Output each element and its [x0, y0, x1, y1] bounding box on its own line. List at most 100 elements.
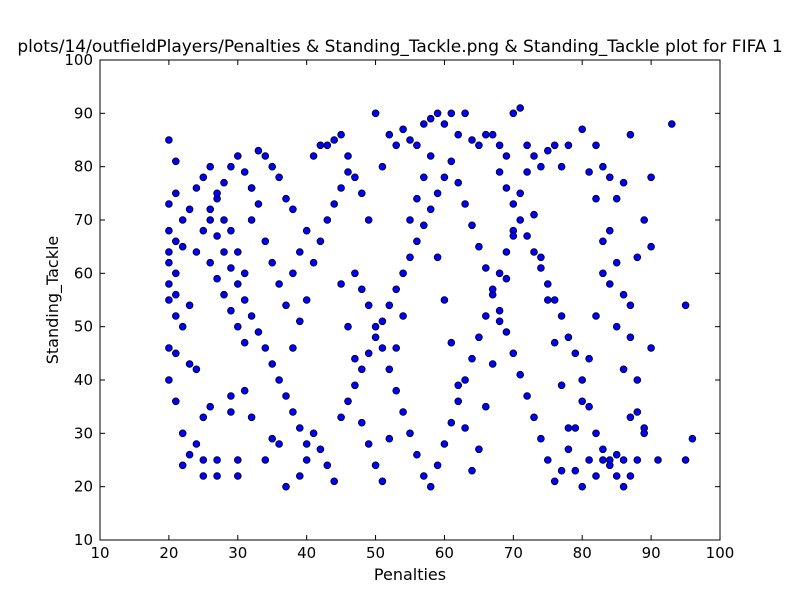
data-point — [206, 258, 215, 267]
data-point — [599, 162, 607, 171]
data-point — [612, 194, 621, 203]
data-point — [337, 413, 345, 422]
data-point — [550, 296, 559, 304]
data-point — [399, 408, 407, 416]
data-point — [516, 104, 524, 112]
data-point — [509, 109, 518, 118]
data-point — [578, 376, 586, 384]
data-point — [295, 424, 304, 432]
data-point — [364, 301, 373, 310]
data-point — [289, 269, 297, 278]
data-point — [227, 306, 235, 315]
data-point — [550, 477, 559, 486]
data-point — [344, 168, 352, 176]
data-point — [165, 344, 173, 352]
data-point — [488, 130, 497, 139]
data-point — [247, 184, 256, 192]
x-tick-label: 90 — [642, 544, 661, 562]
data-point — [213, 189, 221, 198]
data-point — [481, 402, 490, 411]
data-point — [612, 450, 621, 459]
data-point — [357, 418, 366, 427]
data-point — [337, 280, 345, 288]
data-point — [592, 472, 600, 480]
data-point — [626, 333, 635, 342]
data-point — [268, 434, 277, 443]
data-point — [309, 258, 318, 267]
data-point — [392, 285, 401, 294]
data-point — [419, 173, 428, 182]
data-point — [289, 344, 297, 352]
data-point — [461, 424, 469, 432]
data-point — [357, 365, 366, 374]
data-point — [206, 402, 215, 411]
data-point — [550, 338, 559, 347]
data-point — [605, 280, 614, 288]
data-point — [261, 237, 270, 246]
data-point — [523, 232, 531, 240]
data-point — [619, 178, 628, 187]
data-point — [399, 269, 407, 278]
data-point — [323, 461, 332, 470]
data-point — [240, 269, 249, 278]
data-point — [165, 248, 173, 256]
data-point — [468, 221, 476, 230]
data-point — [220, 216, 228, 224]
data-point — [454, 178, 463, 187]
data-point — [495, 141, 504, 150]
data-point — [433, 461, 442, 470]
data-point — [557, 162, 566, 171]
y-tick-label: 10 — [74, 531, 93, 549]
data-point — [461, 376, 469, 384]
data-point — [502, 248, 511, 256]
data-point — [530, 413, 538, 422]
data-point — [399, 125, 407, 134]
data-point — [481, 130, 490, 139]
data-point — [261, 152, 270, 160]
data-point — [172, 290, 180, 299]
data-point — [357, 285, 366, 294]
data-point — [592, 312, 600, 320]
data-point — [585, 402, 593, 411]
data-point — [234, 472, 242, 480]
data-point — [234, 248, 242, 256]
data-point — [378, 162, 387, 171]
data-point — [633, 253, 642, 262]
data-point — [530, 152, 538, 160]
data-point — [475, 242, 483, 251]
y-tick-label: 80 — [74, 158, 93, 176]
data-point — [502, 328, 511, 336]
data-point — [268, 162, 277, 171]
data-point — [419, 221, 428, 230]
data-point — [433, 109, 442, 118]
y-tick-label: 30 — [74, 424, 93, 442]
data-point — [578, 125, 586, 134]
data-point — [537, 162, 545, 171]
data-point — [619, 482, 628, 491]
data-point — [254, 328, 263, 336]
data-point — [234, 152, 242, 160]
axis-ticks: 10 20 30 40 50 60 70 80 90 100 10 20 30 40 50 60 70 80 90 1… — [64, 51, 734, 562]
data-point — [440, 173, 449, 182]
data-point — [475, 445, 483, 454]
data-point — [619, 365, 628, 374]
data-point — [185, 205, 194, 214]
data-point — [619, 290, 628, 299]
data-point — [234, 280, 242, 288]
data-point — [351, 269, 359, 278]
data-point — [502, 274, 511, 283]
data-point — [295, 472, 304, 480]
data-point — [178, 322, 187, 331]
data-point — [426, 114, 435, 123]
data-point — [440, 440, 449, 448]
data-point — [178, 429, 187, 438]
data-point — [261, 456, 270, 464]
data-point — [268, 360, 277, 368]
data-point — [592, 194, 600, 203]
data-point — [351, 354, 359, 363]
data-point — [557, 466, 566, 475]
data-point — [612, 472, 621, 480]
data-point — [165, 136, 173, 144]
data-point — [165, 258, 173, 267]
data-point — [447, 109, 456, 118]
